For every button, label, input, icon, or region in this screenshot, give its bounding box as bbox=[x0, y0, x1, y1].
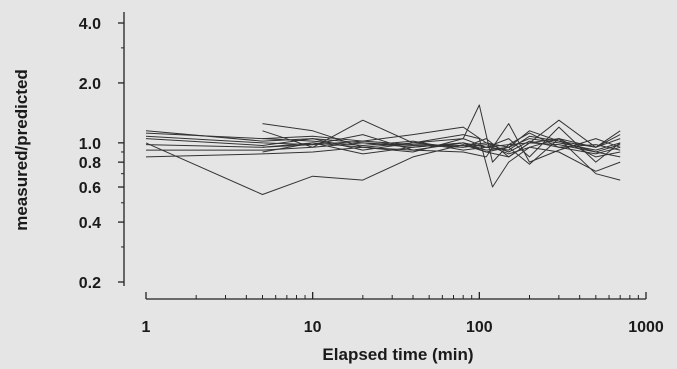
x-tick-label: 1000 bbox=[628, 319, 664, 336]
x-axis-title: Elapsed time (min) bbox=[322, 345, 473, 364]
series-line-13 bbox=[262, 126, 621, 163]
y-axis-title: measured/predicted bbox=[12, 69, 31, 231]
axes bbox=[123, 12, 646, 300]
y-tick-label: 0.4 bbox=[79, 215, 101, 232]
x-tick-label: 1 bbox=[142, 319, 151, 336]
series-line-8 bbox=[262, 104, 621, 163]
y-tick-label: 1.0 bbox=[79, 136, 101, 153]
series-line-12 bbox=[262, 126, 621, 158]
y-tick-label: 0.8 bbox=[79, 155, 101, 172]
y-tick-label: 0.2 bbox=[79, 275, 101, 292]
series-lines bbox=[145, 104, 621, 195]
series-line-4 bbox=[145, 142, 621, 158]
series-line-10 bbox=[262, 123, 621, 163]
series-line-5 bbox=[146, 138, 621, 158]
x-tick-label: 100 bbox=[466, 319, 493, 336]
y-tick-label: 0.6 bbox=[79, 180, 101, 197]
x-tick-label: 10 bbox=[304, 319, 322, 336]
series-line-9 bbox=[262, 119, 621, 158]
tick-marks-and-labels: 0.2 0.4 0.6 0.8 1.0 2.0 4.0 1 10 100 1000 bbox=[79, 16, 664, 336]
y-tick-label: 4.0 bbox=[79, 16, 101, 33]
y-tick-label: 2.0 bbox=[79, 76, 101, 93]
series-line-11 bbox=[145, 138, 621, 195]
